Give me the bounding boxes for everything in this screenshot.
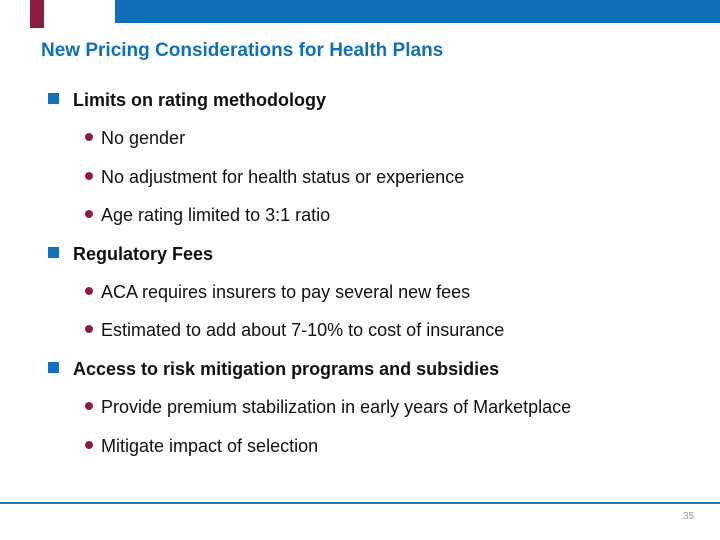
bullet-heading: Regulatory Fees — [73, 243, 214, 264]
corner-accent-mark — [30, 0, 44, 28]
dot-bullet-icon — [85, 210, 93, 219]
page-number: 35 — [683, 511, 695, 522]
sub-bullet-item: No adjustment for health status or exper… — [0, 167, 720, 205]
bullet-item: Regulatory Fees — [0, 244, 720, 282]
sub-bullet-text: No adjustment for health status or exper… — [101, 166, 465, 187]
dot-bullet-icon — [85, 133, 93, 142]
bullet-item: Access to risk mitigation programs and s… — [0, 359, 720, 397]
sub-bullet-item: Mitigate impact of selection — [0, 436, 720, 474]
bullet-heading: Limits on rating methodology — [73, 90, 326, 110]
sub-bullet-text: Age rating limited to 3:1 ratio — [101, 205, 331, 226]
sub-bullet-text: ACA requires insurers to pay several new… — [101, 281, 471, 302]
slide-title: New Pricing Considerations for Health Pl… — [41, 40, 444, 61]
dot-bullet-icon — [85, 286, 93, 295]
dot-bullet-icon — [85, 440, 93, 449]
sub-bullet-text: Mitigate impact of selection — [101, 435, 319, 456]
sub-bullet-item: Age rating limited to 3:1 ratio — [0, 205, 720, 243]
square-bullet-icon — [48, 361, 59, 373]
dot-bullet-icon — [85, 171, 93, 180]
sub-bullet-item: Provide premium stabilization in early y… — [0, 397, 720, 435]
sub-bullet-text: No gender — [101, 128, 186, 149]
sub-bullet-item: No gender — [0, 128, 720, 166]
sub-bullet-item: Estimated to add about 7-10% to cost of … — [0, 320, 720, 358]
footer-divider — [0, 502, 720, 504]
dot-bullet-icon — [85, 402, 93, 411]
header-accent-bar — [115, 0, 720, 23]
bullet-list: Limits on rating methodology No gender N… — [0, 90, 720, 474]
sub-bullet-item: ACA requires insurers to pay several new… — [0, 282, 720, 320]
dot-bullet-icon — [85, 325, 93, 334]
bullet-heading: Access to risk mitigation programs and s… — [73, 358, 500, 379]
sub-bullet-text: Estimated to add about 7-10% to cost of … — [101, 320, 505, 341]
sub-bullet-text: Provide premium stabilization in early y… — [101, 397, 572, 418]
square-bullet-icon — [48, 246, 59, 258]
bullet-item: Limits on rating methodology — [0, 90, 720, 128]
square-bullet-icon — [48, 93, 59, 104]
